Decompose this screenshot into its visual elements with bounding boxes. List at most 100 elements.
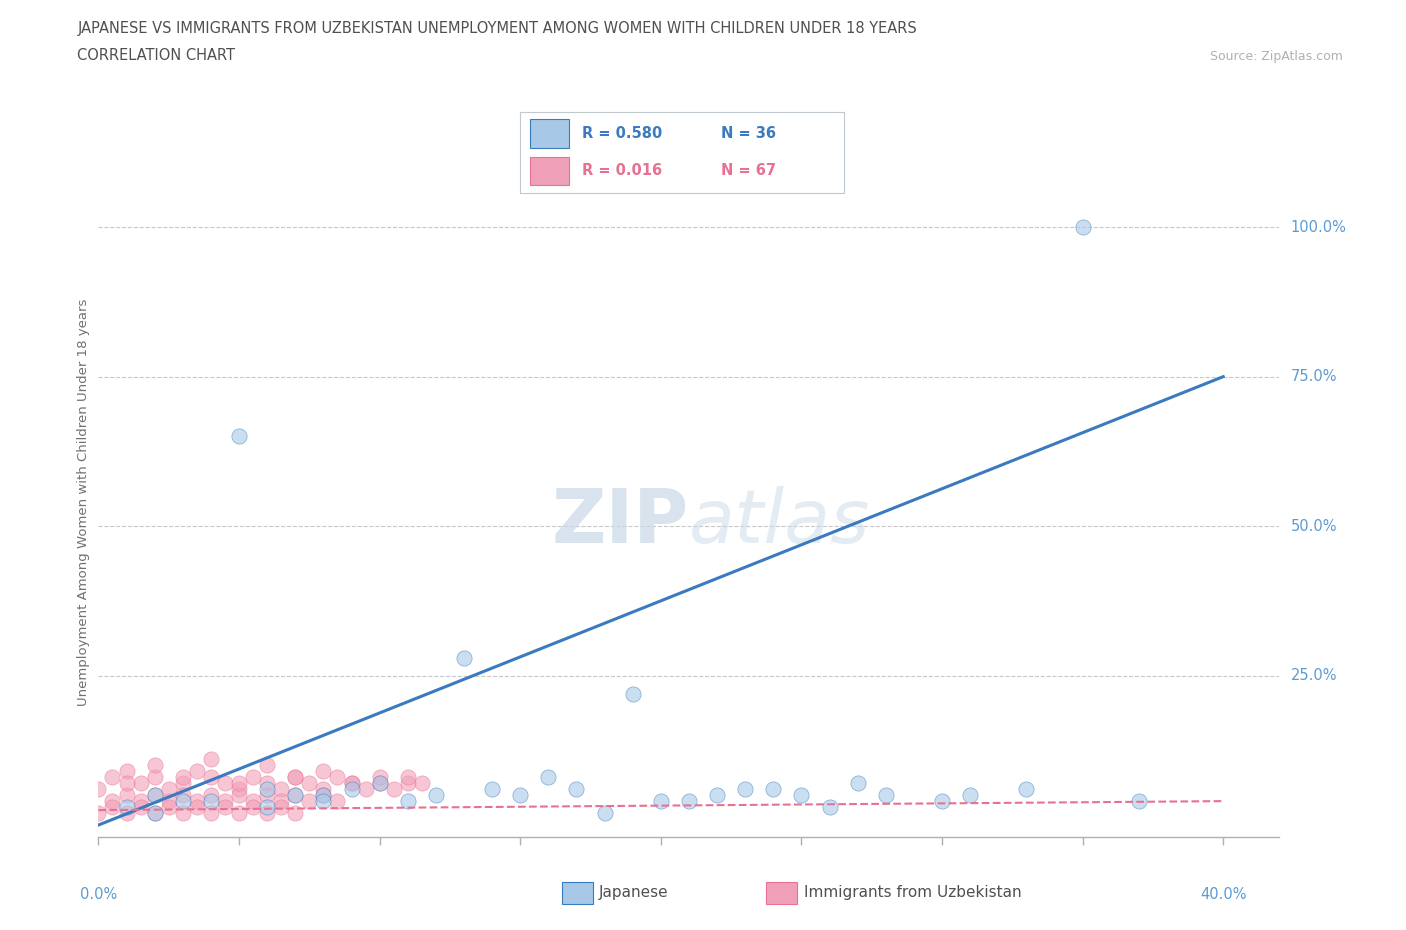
Text: Immigrants from Uzbekistan: Immigrants from Uzbekistan bbox=[804, 885, 1022, 900]
Point bbox=[312, 788, 335, 803]
Point bbox=[312, 782, 335, 797]
Point bbox=[214, 800, 236, 815]
Point bbox=[172, 805, 194, 820]
Point bbox=[172, 788, 194, 803]
Point bbox=[256, 758, 278, 773]
Text: N = 67: N = 67 bbox=[721, 164, 776, 179]
Point bbox=[593, 805, 616, 820]
Point bbox=[368, 776, 391, 790]
Point bbox=[157, 782, 180, 797]
Point bbox=[172, 793, 194, 808]
Point bbox=[143, 788, 166, 803]
Point bbox=[846, 776, 869, 790]
Point bbox=[621, 686, 644, 701]
Point bbox=[228, 782, 250, 797]
Point bbox=[565, 782, 588, 797]
Text: atlas: atlas bbox=[689, 486, 870, 558]
Point bbox=[706, 788, 728, 803]
Point bbox=[818, 800, 841, 815]
Text: Japanese: Japanese bbox=[599, 885, 669, 900]
Point bbox=[312, 793, 335, 808]
Point bbox=[186, 800, 208, 815]
Text: Source: ZipAtlas.com: Source: ZipAtlas.com bbox=[1209, 50, 1343, 63]
Point bbox=[270, 782, 292, 797]
Point bbox=[1071, 219, 1094, 234]
Point bbox=[270, 793, 292, 808]
Point bbox=[396, 776, 419, 790]
Point bbox=[228, 788, 250, 803]
Point bbox=[270, 800, 292, 815]
Point bbox=[228, 776, 250, 790]
Point bbox=[284, 788, 307, 803]
Point bbox=[931, 793, 953, 808]
Point bbox=[200, 793, 222, 808]
Point bbox=[284, 770, 307, 785]
Point bbox=[312, 764, 335, 778]
Point bbox=[87, 782, 110, 797]
Text: 0.0%: 0.0% bbox=[80, 887, 117, 902]
Point bbox=[214, 776, 236, 790]
Point bbox=[284, 788, 307, 803]
Point bbox=[284, 770, 307, 785]
Point bbox=[762, 782, 785, 797]
Point bbox=[129, 776, 152, 790]
Point bbox=[875, 788, 897, 803]
Point bbox=[143, 758, 166, 773]
Point bbox=[326, 770, 349, 785]
Point bbox=[172, 776, 194, 790]
Text: N = 36: N = 36 bbox=[721, 126, 776, 140]
Point bbox=[453, 650, 475, 665]
Point bbox=[256, 800, 278, 815]
Point bbox=[340, 782, 363, 797]
Point bbox=[326, 793, 349, 808]
Point bbox=[115, 788, 138, 803]
Point bbox=[734, 782, 756, 797]
Point bbox=[200, 751, 222, 766]
Point bbox=[340, 776, 363, 790]
Point bbox=[256, 805, 278, 820]
Point bbox=[200, 805, 222, 820]
Point bbox=[228, 805, 250, 820]
Point bbox=[481, 782, 503, 797]
Text: ZIP: ZIP bbox=[551, 485, 689, 559]
Point bbox=[368, 776, 391, 790]
Point bbox=[368, 770, 391, 785]
Point bbox=[157, 793, 180, 808]
Point bbox=[143, 788, 166, 803]
FancyBboxPatch shape bbox=[530, 119, 568, 148]
Point bbox=[284, 805, 307, 820]
FancyBboxPatch shape bbox=[530, 156, 568, 185]
Text: 100.0%: 100.0% bbox=[1291, 219, 1347, 234]
Point bbox=[537, 770, 560, 785]
Point bbox=[157, 800, 180, 815]
Point bbox=[959, 788, 981, 803]
Point bbox=[396, 770, 419, 785]
Point bbox=[200, 770, 222, 785]
Point bbox=[228, 429, 250, 444]
Point bbox=[242, 800, 264, 815]
Point bbox=[186, 793, 208, 808]
Point bbox=[354, 782, 377, 797]
Point bbox=[101, 770, 124, 785]
Y-axis label: Unemployment Among Women with Children Under 18 years: Unemployment Among Women with Children U… bbox=[77, 299, 90, 706]
Point bbox=[298, 776, 321, 790]
Point bbox=[382, 782, 405, 797]
Text: 75.0%: 75.0% bbox=[1291, 369, 1337, 384]
Text: R = 0.016: R = 0.016 bbox=[582, 164, 662, 179]
Point bbox=[790, 788, 813, 803]
Point bbox=[101, 793, 124, 808]
Point bbox=[87, 805, 110, 820]
Text: 40.0%: 40.0% bbox=[1199, 887, 1247, 902]
Text: JAPANESE VS IMMIGRANTS FROM UZBEKISTAN UNEMPLOYMENT AMONG WOMEN WITH CHILDREN UN: JAPANESE VS IMMIGRANTS FROM UZBEKISTAN U… bbox=[77, 20, 917, 35]
Point bbox=[143, 805, 166, 820]
Point bbox=[1015, 782, 1038, 797]
Point bbox=[242, 793, 264, 808]
Point bbox=[115, 776, 138, 790]
Point bbox=[411, 776, 433, 790]
Text: 25.0%: 25.0% bbox=[1291, 668, 1337, 683]
Point bbox=[115, 805, 138, 820]
Point bbox=[298, 793, 321, 808]
Text: 50.0%: 50.0% bbox=[1291, 519, 1337, 534]
Point bbox=[129, 800, 152, 815]
Text: CORRELATION CHART: CORRELATION CHART bbox=[77, 48, 235, 63]
